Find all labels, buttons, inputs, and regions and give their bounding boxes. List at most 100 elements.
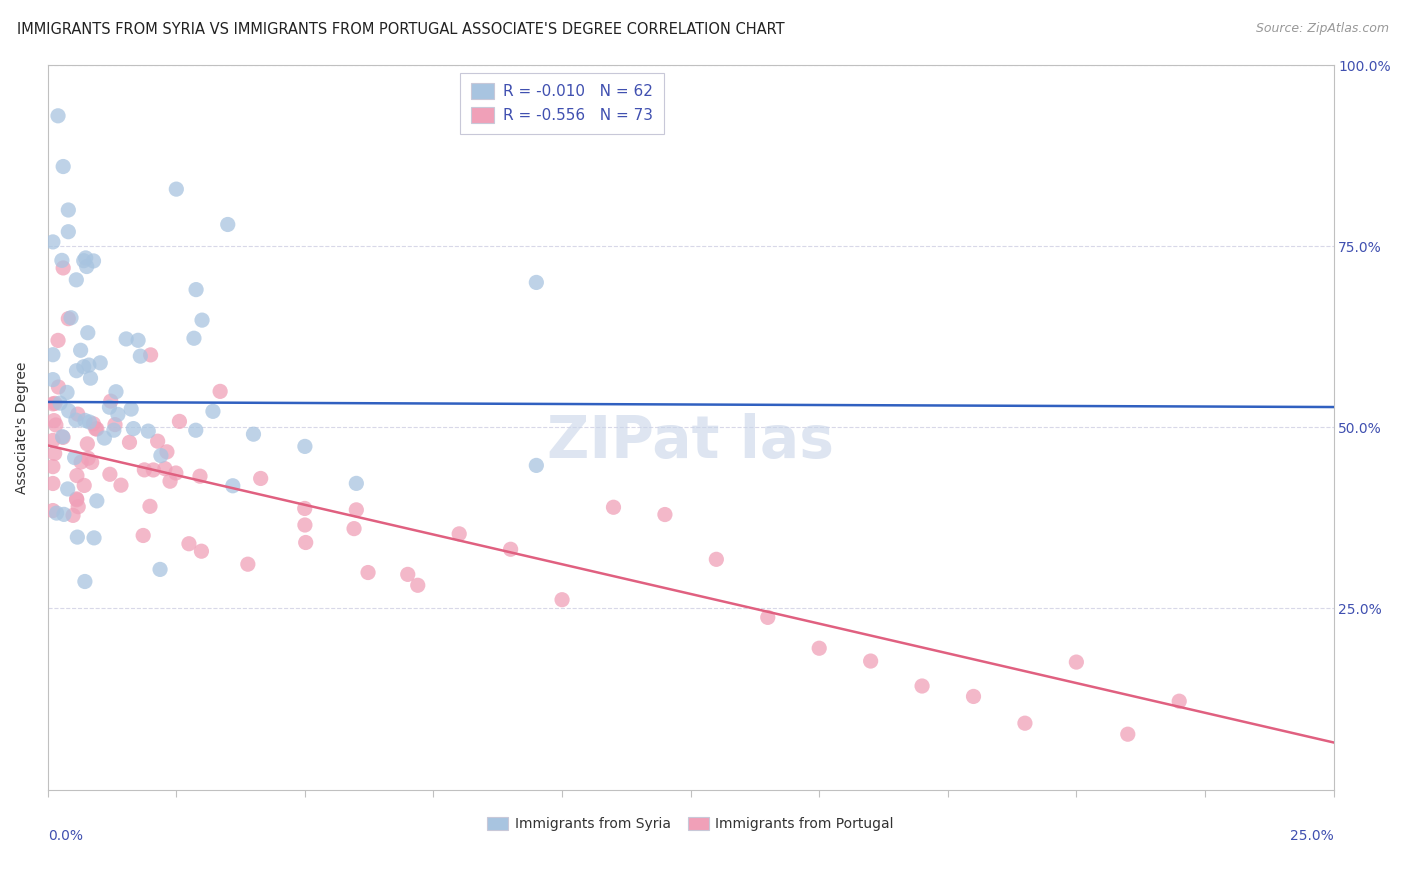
Point <box>149 449 172 463</box>
Point <box>499 542 522 557</box>
Point <box>190 544 212 558</box>
Point <box>217 218 239 232</box>
Point <box>344 476 367 491</box>
Point <box>294 501 316 516</box>
Point <box>344 503 367 517</box>
Point <box>551 592 574 607</box>
Point <box>82 417 104 431</box>
Point <box>107 408 129 422</box>
Point <box>222 479 245 493</box>
Point <box>58 202 80 217</box>
Point <box>146 434 169 449</box>
Point <box>58 404 80 418</box>
Point <box>42 434 65 448</box>
Point <box>75 251 97 265</box>
Point <box>77 451 100 466</box>
Point <box>80 455 103 469</box>
Point <box>82 254 104 268</box>
Point <box>183 331 205 345</box>
Point <box>44 396 66 410</box>
Point <box>89 356 111 370</box>
Point <box>236 558 259 572</box>
Point <box>58 311 80 326</box>
Point <box>73 253 96 268</box>
Point <box>357 566 380 580</box>
Point <box>58 225 80 239</box>
Point <box>808 641 831 656</box>
Point <box>63 450 86 465</box>
Point <box>42 414 65 428</box>
Point <box>42 503 65 517</box>
Point <box>104 384 127 399</box>
Point <box>67 500 90 514</box>
Text: Source: ZipAtlas.com: Source: ZipAtlas.com <box>1256 22 1389 36</box>
Point <box>136 424 159 438</box>
Point <box>70 455 93 469</box>
Point <box>602 500 624 515</box>
Point <box>52 430 75 444</box>
Point <box>66 407 89 421</box>
Point <box>76 437 98 451</box>
Point <box>343 522 366 536</box>
Text: IMMIGRANTS FROM SYRIA VS IMMIGRANTS FROM PORTUGAL ASSOCIATE'S DEGREE CORRELATION: IMMIGRANTS FROM SYRIA VS IMMIGRANTS FROM… <box>17 22 785 37</box>
Point <box>139 500 162 514</box>
Point <box>42 476 65 491</box>
Point <box>84 422 107 436</box>
Point <box>60 310 83 325</box>
Point <box>98 467 121 482</box>
Point <box>110 478 132 492</box>
Point <box>169 414 191 428</box>
Point <box>294 518 316 533</box>
Legend: Immigrants from Syria, Immigrants from Portugal: Immigrants from Syria, Immigrants from P… <box>482 812 900 837</box>
Point <box>524 276 547 290</box>
Text: 0.0%: 0.0% <box>48 830 83 844</box>
Point <box>42 397 65 411</box>
Point <box>184 283 207 297</box>
Point <box>66 468 89 483</box>
Point <box>134 463 156 477</box>
Point <box>396 567 419 582</box>
Point <box>93 431 115 445</box>
Point <box>524 458 547 473</box>
Point <box>242 427 264 442</box>
Point <box>177 537 200 551</box>
Point <box>120 402 142 417</box>
Point <box>149 562 172 576</box>
Point <box>65 413 87 427</box>
Point <box>86 422 108 436</box>
Point <box>65 491 87 506</box>
Point <box>79 371 101 385</box>
Point <box>51 253 73 268</box>
Point <box>704 552 727 566</box>
Point <box>1168 694 1191 708</box>
Point <box>118 435 141 450</box>
Point <box>104 417 127 432</box>
Point <box>65 364 87 378</box>
Point <box>46 334 69 348</box>
Point <box>77 358 100 372</box>
Point <box>129 349 152 363</box>
Point <box>122 421 145 435</box>
Point <box>73 574 96 589</box>
Point <box>962 690 984 704</box>
Point <box>153 461 176 475</box>
Point <box>449 526 471 541</box>
Point <box>69 343 91 358</box>
Point <box>159 474 181 488</box>
Point <box>859 654 882 668</box>
Point <box>51 430 73 444</box>
Point <box>42 235 65 249</box>
Point <box>76 326 98 340</box>
Text: 25.0%: 25.0% <box>1289 830 1333 844</box>
Point <box>79 415 101 429</box>
Point <box>201 404 224 418</box>
Point <box>132 528 155 542</box>
Point <box>165 182 187 196</box>
Point <box>44 446 66 460</box>
Point <box>100 394 122 409</box>
Point <box>191 313 214 327</box>
Point <box>98 401 121 415</box>
Point <box>49 396 72 410</box>
Point <box>66 492 89 507</box>
Point <box>165 466 187 480</box>
